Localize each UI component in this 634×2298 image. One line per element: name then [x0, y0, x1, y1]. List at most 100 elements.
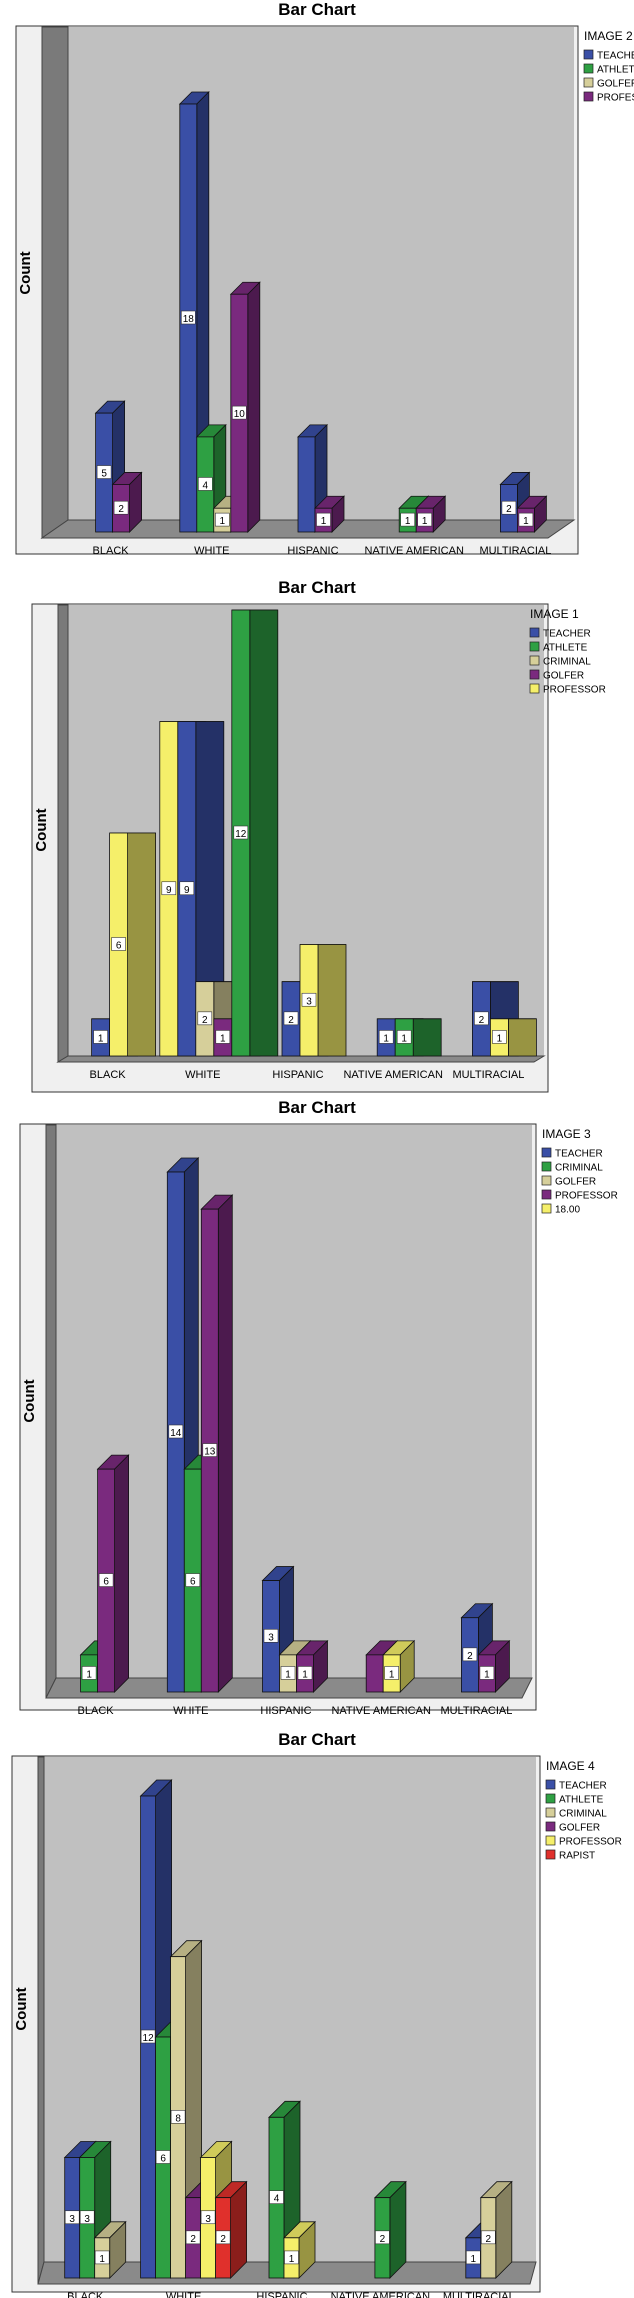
- data-label: 1: [422, 516, 428, 527]
- data-label: 3: [268, 1632, 274, 1643]
- data-label-box: [375, 2230, 390, 2245]
- chart-title: Bar Chart: [278, 1098, 356, 1117]
- x-tick-label: NATIVE AMERICAN: [343, 1069, 442, 1081]
- x-tick-label: WHITE: [166, 2291, 201, 2298]
- chart-title: Bar Chart: [278, 1730, 356, 1749]
- legend: IMAGE 1 TEACHER ATHLETE CRIMINAL GOLFER PROFE…: [529, 607, 606, 696]
- data-label: 2: [479, 1015, 485, 1026]
- bar: 6: [109, 832, 157, 1057]
- data-label-box: [284, 2250, 299, 2265]
- data-label-box: [64, 2210, 80, 2225]
- chart-plot: Count BLACK 5 2 WHITE 18 4 1 10 HISPANIC 1 NATIVE A…: [15, 25, 634, 557]
- legend-item-label: GOLFER: [559, 1823, 600, 1834]
- legend-swatch: [541, 1203, 552, 1214]
- data-label-box: [140, 2029, 156, 2044]
- legend-item-label: ATHLETE: [597, 65, 634, 76]
- bar: 2: [214, 2180, 248, 2279]
- data-label-box: [283, 1011, 299, 1026]
- data-label-box: [479, 1666, 495, 1680]
- data-label: 2: [220, 2234, 226, 2245]
- data-label-box: [297, 1666, 313, 1680]
- legend-swatch: [529, 627, 540, 638]
- legend-item-label: GOLFER: [597, 79, 634, 90]
- data-label: 14: [170, 1428, 182, 1439]
- bar-side: [412, 1018, 442, 1057]
- x-tick-label: NATIVE AMERICAN: [331, 2291, 430, 2298]
- bar: 6: [96, 1454, 130, 1693]
- data-label: 1: [497, 1033, 503, 1044]
- legend: IMAGE 3 TEACHER CRIMINAL GOLFER PROFESSOR 18.…: [541, 1127, 618, 1216]
- bar-side: [230, 2180, 248, 2279]
- data-label-box: [197, 1011, 213, 1026]
- data-label-box: [185, 2230, 201, 2245]
- data-label-box: [170, 2110, 186, 2124]
- data-label-box: [81, 1666, 97, 1680]
- data-label: 2: [288, 1015, 294, 1026]
- data-label: 6: [160, 2154, 166, 2165]
- data-label-box: [417, 512, 433, 527]
- data-label: 4: [203, 480, 209, 491]
- x-tick-label: BLACK: [90, 1069, 127, 1081]
- bar-front: [365, 1654, 384, 1693]
- data-label: 3: [306, 996, 312, 1007]
- x-tick-label: HISPANIC: [260, 1705, 311, 1716]
- data-label-box: [396, 1030, 412, 1044]
- bar-side: [114, 1454, 130, 1693]
- x-tick-label: MULTIRACIAL: [443, 2291, 515, 2298]
- legend-swatch: [545, 1793, 556, 1804]
- data-label-box: [280, 1666, 296, 1680]
- chart-image-4: Bar Chart Count BLACK 3 3 1 WHITE 12 6 8 2 3 2 HISPA…: [0, 1730, 634, 2298]
- x-tick-label: MULTIRACIAL: [479, 545, 551, 557]
- data-label: 1: [99, 2254, 105, 2265]
- data-label-box: [79, 2210, 95, 2225]
- data-label: 5: [101, 469, 107, 480]
- bar: 12: [231, 609, 279, 1057]
- legend: IMAGE 4 TEACHER ATHLETE CRIMINAL GOLFER PROFE…: [545, 1759, 622, 1862]
- legend-item-label: TEACHER: [543, 629, 591, 640]
- data-label-box: [301, 992, 317, 1007]
- plot-background: [56, 1125, 532, 1678]
- legend-swatch: [541, 1189, 552, 1200]
- data-label-box: [198, 477, 213, 491]
- bar: 1: [382, 1639, 416, 1693]
- bar: 1: [516, 495, 548, 533]
- x-tick-label: MULTIRACIAL: [440, 1705, 512, 1716]
- data-label-box: [181, 310, 196, 325]
- data-label: 9: [184, 885, 190, 896]
- bar: 2: [373, 2180, 407, 2279]
- data-label-box: [111, 937, 126, 951]
- data-label: 3: [84, 2214, 90, 2225]
- data-label: 3: [205, 2214, 211, 2225]
- legend-swatch: [545, 1835, 556, 1846]
- legend-swatch: [529, 641, 540, 652]
- data-label: 1: [471, 2254, 477, 2265]
- data-label-box: [215, 1030, 231, 1044]
- bar: 1: [295, 1639, 329, 1693]
- data-label: 1: [285, 1669, 291, 1680]
- data-label-box: [96, 465, 112, 479]
- legend-title: IMAGE 1: [530, 607, 579, 621]
- bar: 1: [415, 495, 447, 533]
- legend-swatch: [541, 1147, 552, 1158]
- y-axis-title: Count: [13, 1987, 30, 2030]
- side-wall: [41, 26, 69, 539]
- bar-side: [507, 1018, 537, 1057]
- bar-side: [217, 1194, 233, 1693]
- data-label-box: [155, 2150, 171, 2164]
- data-label-box: [161, 881, 177, 896]
- legend-item-label: GOLFER: [555, 1177, 596, 1188]
- chart-image-2: Bar Chart Count BLACK 5 2 WHITE 18 4 1 10 HISPANI…: [0, 0, 634, 560]
- side-wall: [57, 604, 69, 1063]
- data-label: 6: [103, 1577, 109, 1588]
- legend-item-label: CRIMINAL: [543, 657, 591, 668]
- floor: [56, 1055, 546, 1063]
- bar-front: [297, 436, 316, 533]
- data-label: 1: [389, 1669, 395, 1680]
- x-tick-label: BLACK: [93, 545, 130, 557]
- bar: 9: [177, 721, 225, 1057]
- y-axis-title: Count: [33, 808, 50, 851]
- x-tick-label: BLACK: [67, 2291, 104, 2298]
- x-tick-label: HISPANIC: [256, 2291, 307, 2298]
